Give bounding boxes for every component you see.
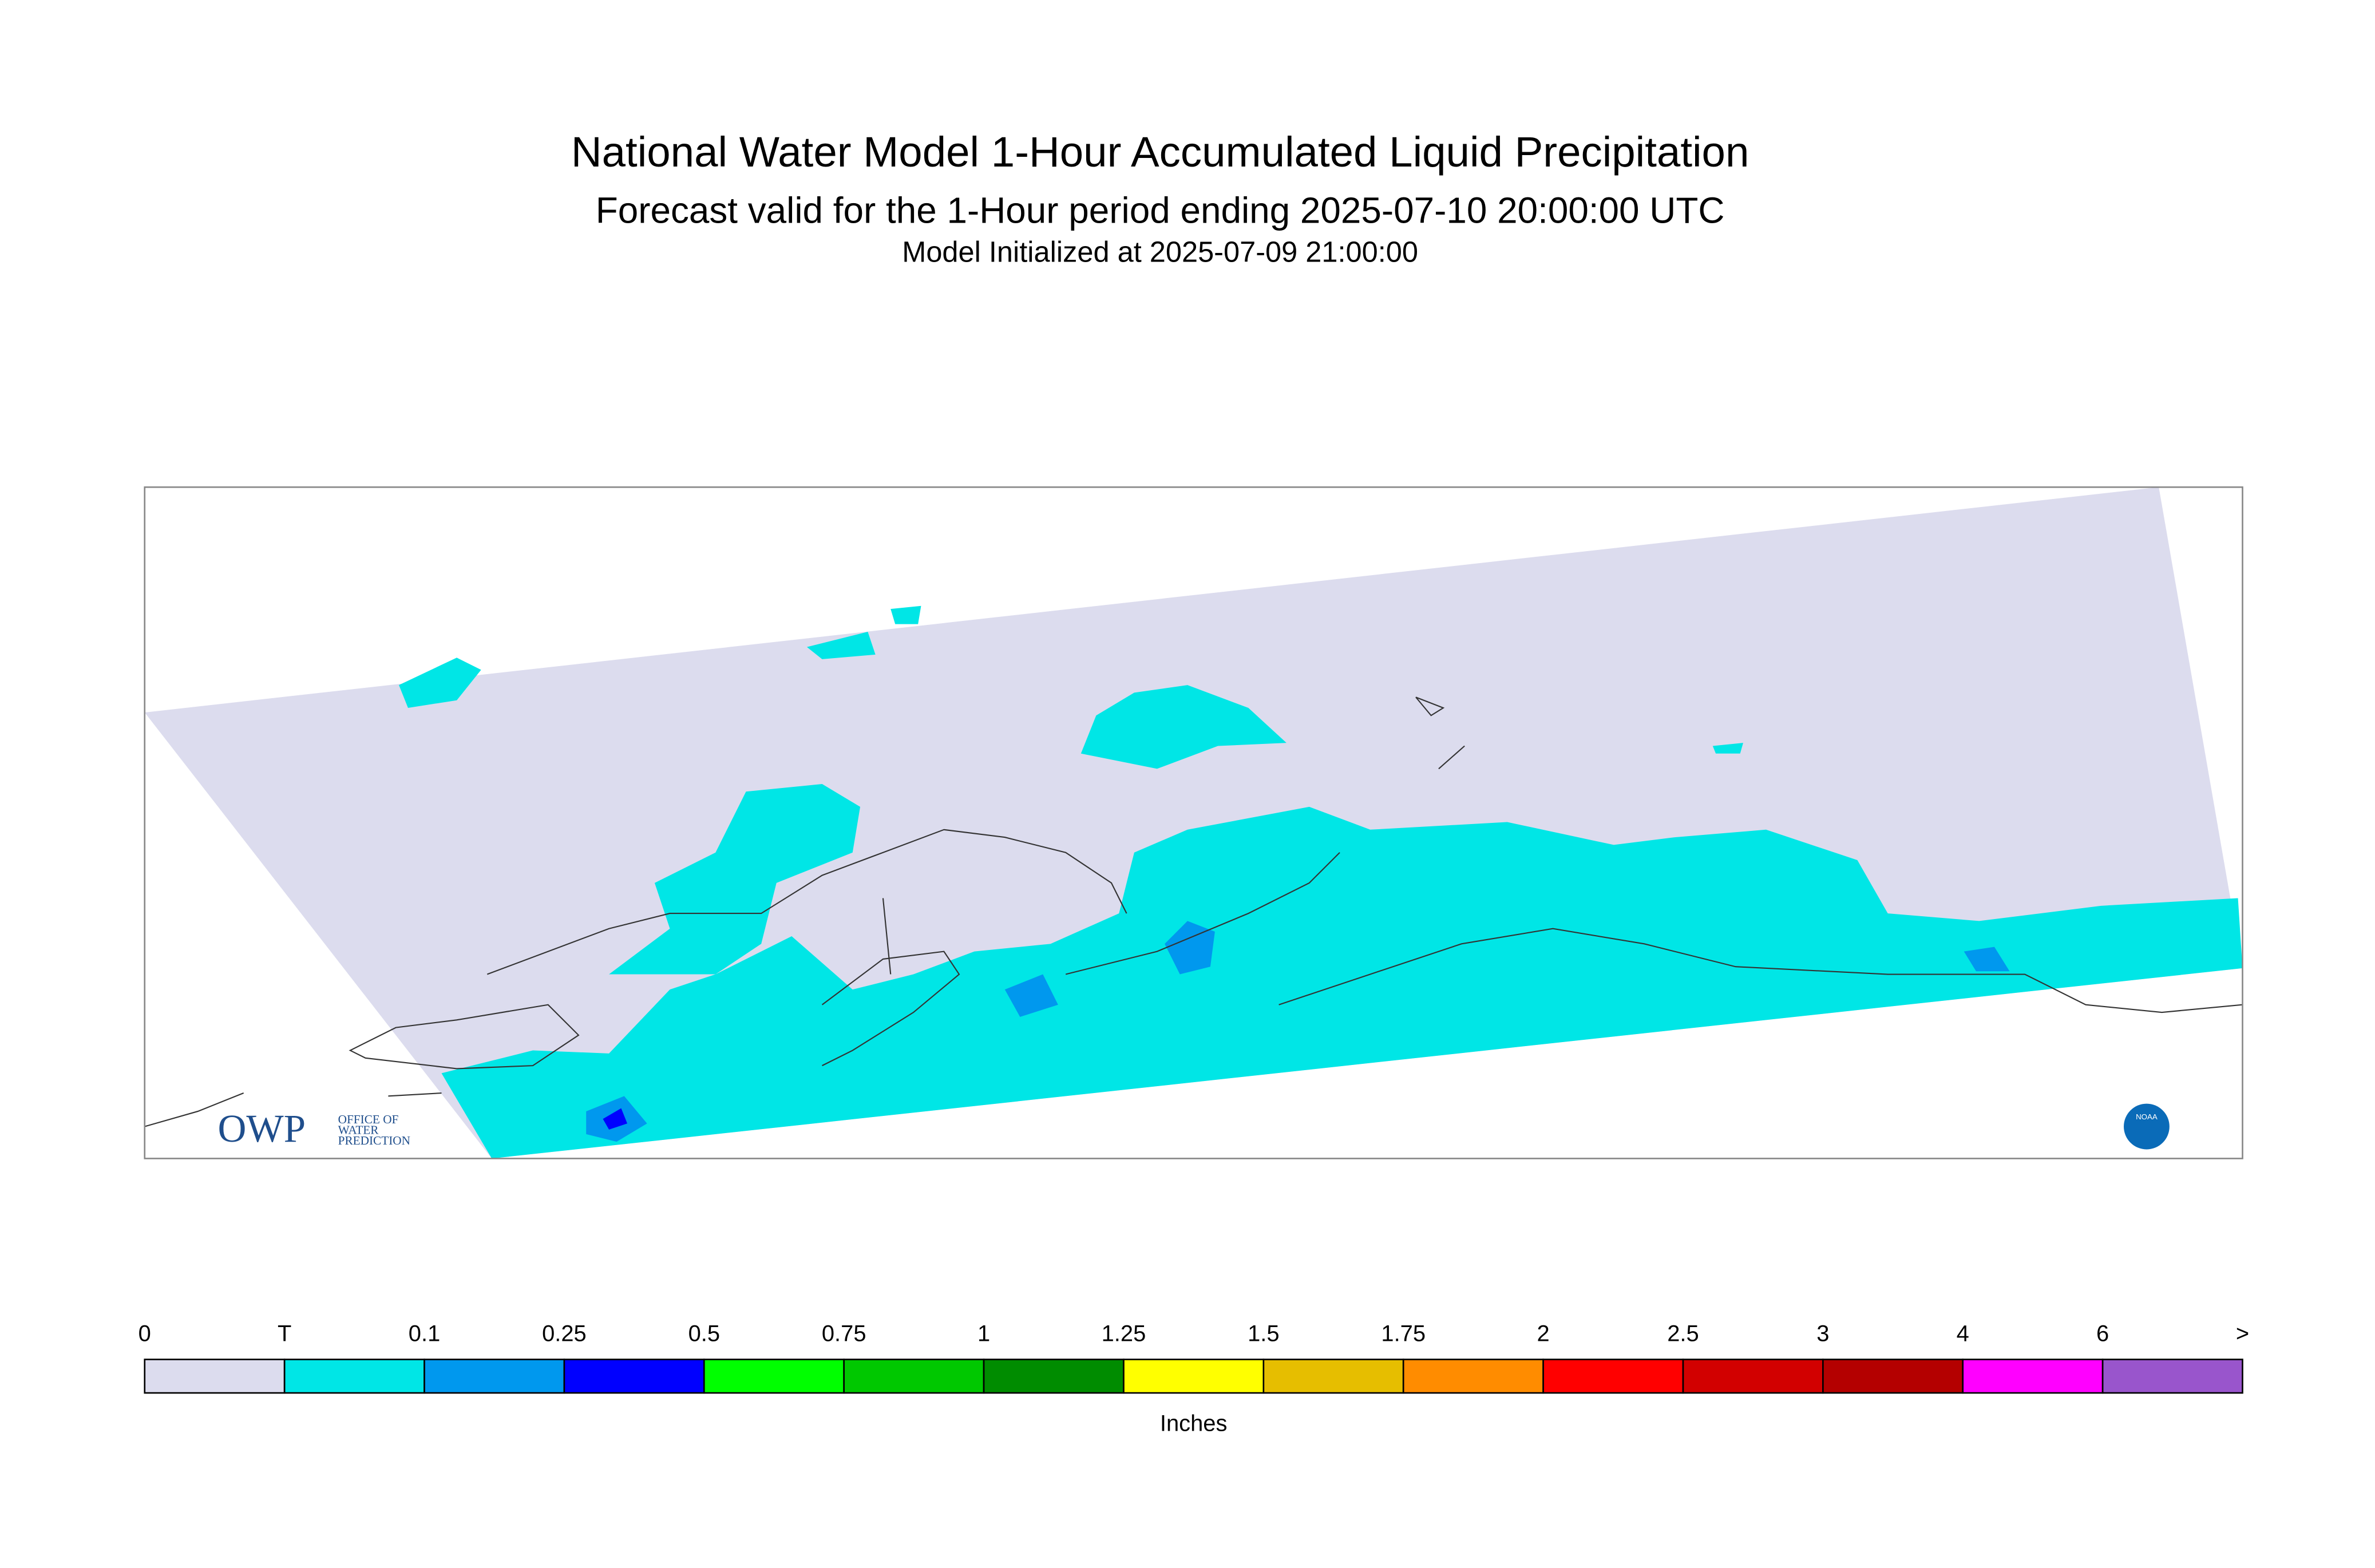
legend-label: 0.1 [409,1321,440,1347]
legend: 0 T 0.1 0.25 0.5 0.75 1 1.25 1.5 1.75 2 2.5 3 4 6 > [138,1321,2249,1394]
precip-heavy [1004,974,1058,1017]
legend-swatch [1123,1359,1265,1394]
owp-logo-text: WATER [338,1123,379,1137]
legend-swatch [144,1359,286,1394]
precip-area [441,806,2243,1159]
legend-swatch [703,1359,845,1394]
precip-core [603,1108,628,1130]
legend-swatch [2101,1359,2243,1394]
legend-label: 0.25 [542,1321,587,1347]
legend-label: 1.5 [1248,1321,1279,1347]
legend-label: 1 [977,1321,990,1347]
noaa-logo-text: NOAA [2136,1112,2158,1121]
legend-swatch [1962,1359,2104,1394]
legend-label: 6 [2096,1321,2109,1347]
precip-area [890,605,921,624]
init-time: Model Initialized at 2025-07-09 21:00:00 [902,236,1418,268]
legend-swatch [563,1359,705,1394]
legend-label: 2 [1537,1321,1550,1347]
legend-label: T [278,1321,291,1347]
legend-label: 0 [138,1321,151,1347]
precip-heavy [1165,921,1215,975]
legend-swatch [1262,1359,1404,1394]
legend-swatch [283,1359,425,1394]
precip-area [1712,743,1743,754]
owp-logo-text: OFFICE OF [338,1112,399,1126]
legend-swatch [983,1359,1125,1394]
legend-swatch [843,1359,985,1394]
noaa-logo [2124,1103,2170,1150]
legend-swatch [1542,1359,1684,1394]
title: National Water Model 1-Hour Accumulated … [571,128,1749,176]
legend-label: 0.5 [688,1321,720,1347]
legend-swatch [1402,1359,1544,1394]
legend-label: > [2236,1321,2249,1347]
legend-label: 4 [1957,1321,1969,1347]
precip-heavy [1964,947,2010,972]
legend-swatch [423,1359,565,1394]
legend-label: 1.75 [1381,1321,1426,1347]
legend-swatch [1682,1359,1824,1394]
precip-area [1080,685,1287,769]
legend-label: 2.5 [1667,1321,1699,1347]
legend-swatch [1822,1359,1964,1394]
owp-logo-text: PREDICTION [338,1134,410,1147]
precip-area [609,784,861,975]
legend-label: 3 [1816,1321,1829,1347]
map: OWP OFFICE OF WATER PREDICTION NOAA [144,486,2243,1159]
owp-logo: OWP [217,1106,306,1150]
subtitle: Forecast valid for the 1-Hour period end… [596,189,1725,231]
legend-label: 1.25 [1102,1321,1146,1347]
coastline [144,696,2243,1127]
precip-area [399,658,481,708]
precip-area [806,631,876,659]
map-frame [144,486,2243,1159]
legend-label: 0.75 [822,1321,866,1347]
legend-unit: Inches [1160,1411,1228,1436]
